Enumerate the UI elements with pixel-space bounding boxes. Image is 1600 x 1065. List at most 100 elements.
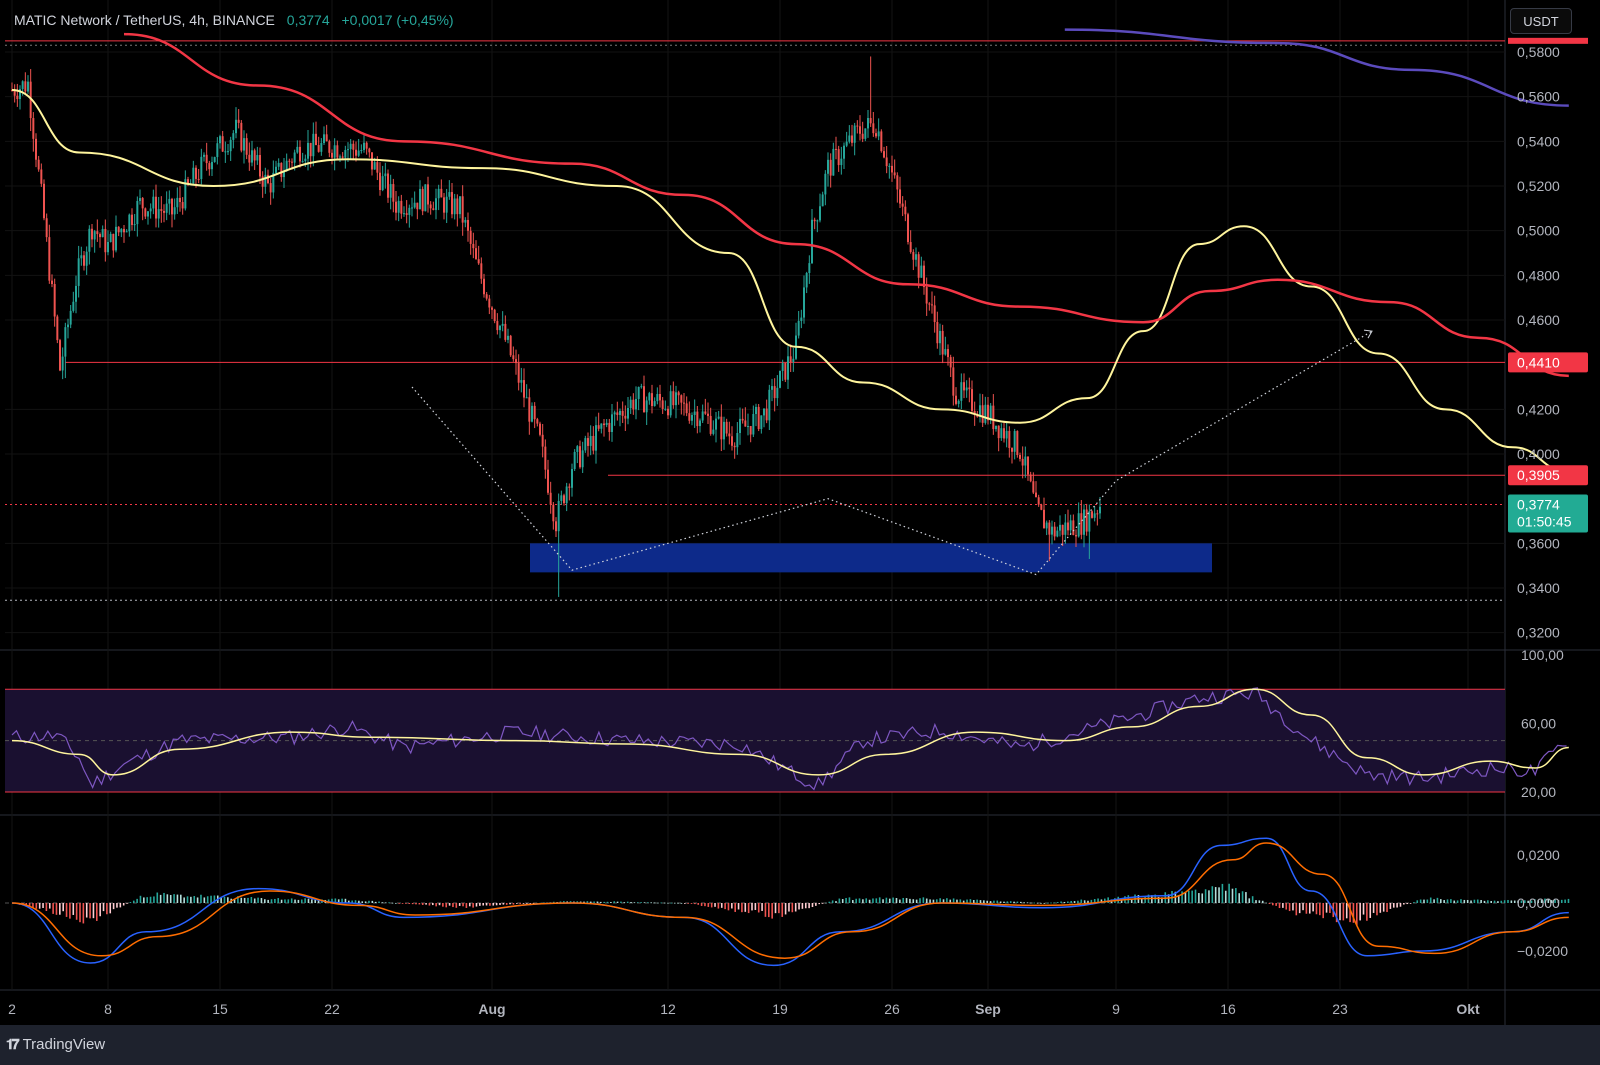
candle[interactable] bbox=[965, 380, 968, 398]
candle[interactable] bbox=[91, 223, 93, 248]
candle[interactable] bbox=[709, 407, 712, 436]
candle[interactable] bbox=[99, 232, 101, 248]
candle[interactable] bbox=[147, 210, 149, 225]
candle[interactable] bbox=[109, 231, 112, 243]
candle[interactable] bbox=[968, 377, 971, 403]
candle[interactable] bbox=[1091, 510, 1093, 519]
candle[interactable] bbox=[1051, 520, 1053, 545]
candle[interactable] bbox=[648, 391, 651, 405]
candle[interactable] bbox=[643, 375, 645, 413]
candle[interactable] bbox=[469, 226, 472, 255]
candle[interactable] bbox=[536, 417, 539, 427]
ma-red-line[interactable] bbox=[123, 32, 1569, 378]
candle[interactable] bbox=[837, 145, 840, 172]
candle[interactable] bbox=[1035, 481, 1037, 498]
candle[interactable] bbox=[581, 441, 584, 473]
candle[interactable] bbox=[1080, 500, 1083, 540]
candle[interactable] bbox=[19, 85, 21, 110]
candle[interactable] bbox=[541, 423, 544, 458]
candle[interactable] bbox=[760, 415, 763, 434]
candle[interactable] bbox=[1003, 422, 1005, 443]
candle[interactable] bbox=[869, 56, 872, 127]
candle[interactable] bbox=[365, 141, 368, 155]
candle[interactable] bbox=[792, 347, 795, 372]
candle[interactable] bbox=[325, 124, 328, 142]
candle[interactable] bbox=[229, 136, 232, 161]
candle[interactable] bbox=[59, 338, 61, 372]
candle[interactable] bbox=[1075, 529, 1077, 547]
candle[interactable] bbox=[845, 131, 848, 148]
candle[interactable] bbox=[451, 183, 453, 219]
candle[interactable] bbox=[931, 291, 933, 314]
candle[interactable] bbox=[379, 162, 381, 196]
candle[interactable] bbox=[437, 184, 440, 211]
candle[interactable] bbox=[757, 403, 760, 432]
candle[interactable] bbox=[584, 435, 587, 453]
candle[interactable] bbox=[1061, 524, 1064, 547]
candle[interactable] bbox=[888, 163, 891, 179]
candle[interactable] bbox=[904, 200, 907, 222]
candle[interactable] bbox=[1027, 456, 1029, 481]
candle[interactable] bbox=[600, 423, 603, 434]
candle[interactable] bbox=[133, 213, 136, 232]
candle[interactable] bbox=[920, 256, 923, 278]
candle[interactable] bbox=[245, 133, 248, 160]
candle[interactable] bbox=[123, 224, 125, 243]
candle[interactable] bbox=[491, 306, 493, 319]
candle[interactable] bbox=[181, 197, 184, 215]
candle[interactable] bbox=[421, 186, 424, 216]
candle[interactable] bbox=[16, 83, 19, 107]
candle[interactable] bbox=[1064, 514, 1067, 544]
candle[interactable] bbox=[315, 121, 317, 146]
candle[interactable] bbox=[917, 251, 920, 289]
candle[interactable] bbox=[1032, 472, 1035, 495]
candle[interactable] bbox=[235, 107, 237, 139]
candle[interactable] bbox=[768, 384, 771, 431]
candle[interactable] bbox=[285, 153, 288, 172]
candle[interactable] bbox=[1005, 422, 1008, 448]
candle[interactable] bbox=[488, 294, 491, 315]
candle[interactable] bbox=[528, 388, 531, 435]
candle[interactable] bbox=[163, 204, 165, 223]
candle[interactable] bbox=[37, 155, 40, 172]
candle[interactable] bbox=[579, 440, 581, 469]
macd-line[interactable] bbox=[11, 837, 1569, 967]
candle[interactable] bbox=[144, 207, 147, 220]
candle[interactable] bbox=[355, 141, 357, 162]
candle[interactable] bbox=[901, 196, 904, 217]
candle[interactable] bbox=[61, 347, 64, 380]
candle[interactable] bbox=[141, 197, 144, 221]
candle[interactable] bbox=[843, 142, 845, 170]
candle[interactable] bbox=[1024, 446, 1027, 478]
candle[interactable] bbox=[525, 384, 528, 399]
candle[interactable] bbox=[987, 397, 989, 425]
candle[interactable] bbox=[856, 120, 859, 134]
candle[interactable] bbox=[80, 246, 83, 266]
candle[interactable] bbox=[184, 170, 187, 211]
candle[interactable] bbox=[680, 394, 683, 415]
candle[interactable] bbox=[728, 421, 731, 445]
candle[interactable] bbox=[957, 399, 960, 408]
candle[interactable] bbox=[912, 249, 915, 271]
candle[interactable] bbox=[461, 185, 464, 236]
candle[interactable] bbox=[493, 308, 496, 324]
candle[interactable] bbox=[1021, 446, 1024, 479]
candle[interactable] bbox=[533, 402, 536, 429]
candle[interactable] bbox=[237, 109, 240, 129]
candle[interactable] bbox=[925, 277, 928, 316]
candle[interactable] bbox=[664, 400, 667, 411]
candle[interactable] bbox=[1013, 428, 1016, 460]
candle[interactable] bbox=[656, 387, 659, 405]
candle[interactable] bbox=[595, 416, 597, 464]
candle[interactable] bbox=[256, 146, 259, 165]
candle[interactable] bbox=[765, 399, 768, 424]
candle[interactable] bbox=[224, 141, 227, 163]
candle[interactable] bbox=[675, 385, 677, 419]
pattern-projection[interactable] bbox=[411, 330, 1373, 576]
candle[interactable] bbox=[227, 143, 229, 156]
candle[interactable] bbox=[544, 439, 547, 479]
candle[interactable] bbox=[483, 273, 485, 298]
candle[interactable] bbox=[93, 229, 96, 253]
candle[interactable] bbox=[344, 145, 347, 169]
candle[interactable] bbox=[923, 260, 925, 295]
